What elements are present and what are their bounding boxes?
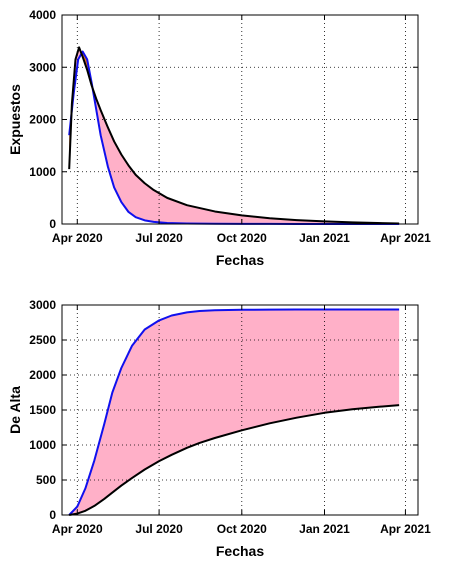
y-tick-label: 2000 — [29, 113, 56, 127]
y-tick-label: 500 — [36, 473, 56, 487]
x-tick-label: Apr 2020 — [52, 231, 103, 245]
chart-1: Apr 2020 Jul 2020 Oct 2020 Jan 2021 Apr 2021… — [7, 8, 431, 268]
x-axis-title: Fechas — [216, 252, 264, 268]
y-tick-label: 2500 — [29, 333, 56, 347]
x-tick-label: Jul 2020 — [135, 231, 183, 245]
y-tick-label: 1500 — [29, 403, 56, 417]
y-tick-label: 0 — [49, 217, 56, 231]
series-line-1 — [68, 308, 400, 516]
y-tick-label: 3000 — [29, 60, 56, 74]
x-tick-label: Oct 2020 — [217, 522, 267, 536]
y-tick-label: 0 — [49, 508, 56, 522]
y-tick-label: 1000 — [29, 438, 56, 452]
x-tick-label: Jul 2020 — [135, 522, 183, 536]
y-axis-title: De Alta — [7, 386, 23, 434]
y-tick-label: 4000 — [29, 8, 56, 22]
y-tick-label: 2000 — [29, 368, 56, 382]
x-tick-label: Jan 2021 — [299, 231, 350, 245]
x-tick-label: Apr 2021 — [380, 522, 431, 536]
fill-region — [69, 309, 400, 515]
y-axis-title: Expuestos — [7, 84, 23, 155]
x-tick-label: Oct 2020 — [217, 231, 267, 245]
chart-2: Apr 2020 Jul 2020 Oct 2020 Jan 2021 Apr 2021… — [7, 298, 431, 559]
fill-region — [93, 89, 400, 224]
x-tick-label: Jan 2021 — [299, 522, 350, 536]
x-tick-label: Apr 2021 — [380, 231, 431, 245]
series-line-2 — [69, 404, 400, 516]
series-line-1 — [68, 50, 400, 225]
plot-frame — [61, 14, 419, 225]
y-tick-label: 3000 — [29, 298, 56, 312]
y-tick-label: 1000 — [29, 165, 56, 179]
x-tick-label: Apr 2020 — [52, 522, 103, 536]
series-line-2 — [68, 46, 400, 225]
x-axis-title: Fechas — [216, 543, 264, 559]
